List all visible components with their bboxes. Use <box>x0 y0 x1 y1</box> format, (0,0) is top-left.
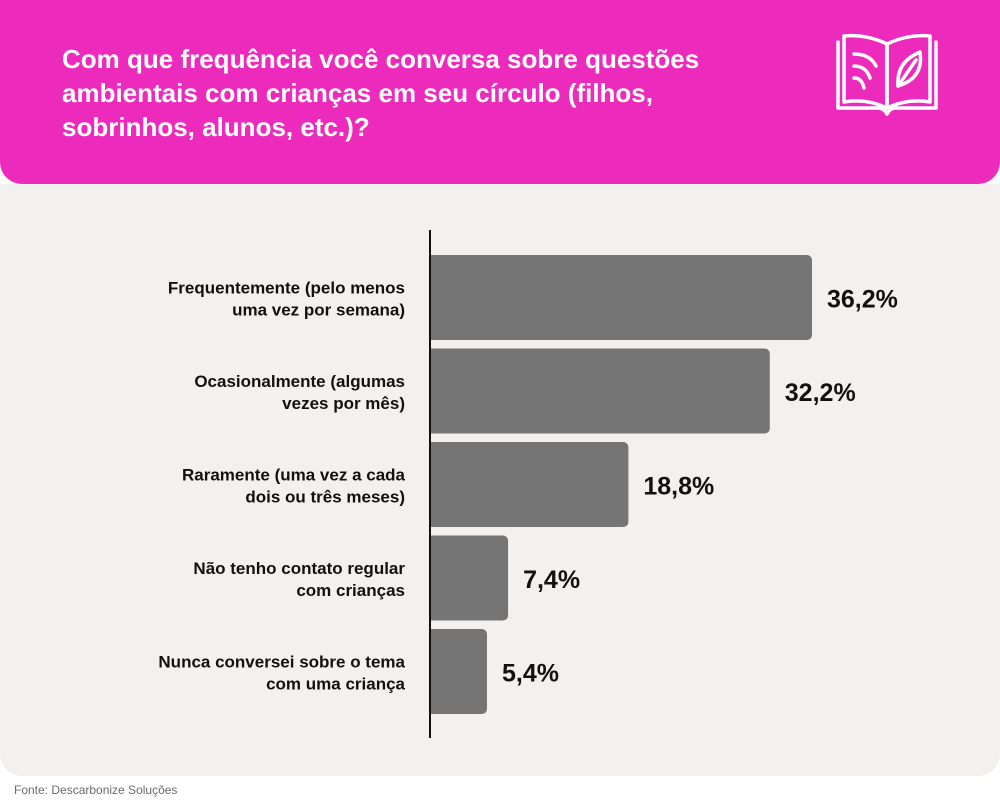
category-label: Raramente (uma vez a cada <box>182 466 406 485</box>
category-label: vezes por mês) <box>282 394 405 413</box>
bar <box>430 442 629 527</box>
chart-title: Com que frequência você conversa sobre q… <box>62 44 700 142</box>
bar-base <box>430 255 438 340</box>
category-label: uma vez por semana) <box>232 301 405 320</box>
category-label: com uma criança <box>266 675 405 694</box>
category-label: Nunca conversei sobre o tema <box>158 653 405 672</box>
bar-base <box>430 535 438 621</box>
bar-base <box>430 442 438 527</box>
category-label: Ocasionalmente (algumas <box>194 372 405 391</box>
category-label: Não tenho contato regular <box>193 559 405 578</box>
value-label: 18,8% <box>643 473 714 501</box>
category-label: Frequentemente (pelo menos <box>168 279 405 298</box>
bar <box>430 255 812 340</box>
open-book-leaf-icon <box>836 33 938 116</box>
value-label: 5,4% <box>502 660 559 688</box>
category-label: dois ou três meses) <box>245 488 405 507</box>
value-label: 36,2% <box>827 286 898 314</box>
chart-header: Com que frequência você conversa sobre q… <box>0 0 1000 184</box>
bar <box>430 535 509 621</box>
bar-base <box>430 348 438 434</box>
value-label: 7,4% <box>523 566 580 594</box>
bar-base <box>430 629 438 714</box>
bar <box>430 348 770 434</box>
source-note: Fonte: Descarbonize Soluções <box>14 783 178 797</box>
value-label: 32,2% <box>785 379 856 407</box>
category-label: com crianças <box>296 581 405 600</box>
bar <box>430 629 487 714</box>
